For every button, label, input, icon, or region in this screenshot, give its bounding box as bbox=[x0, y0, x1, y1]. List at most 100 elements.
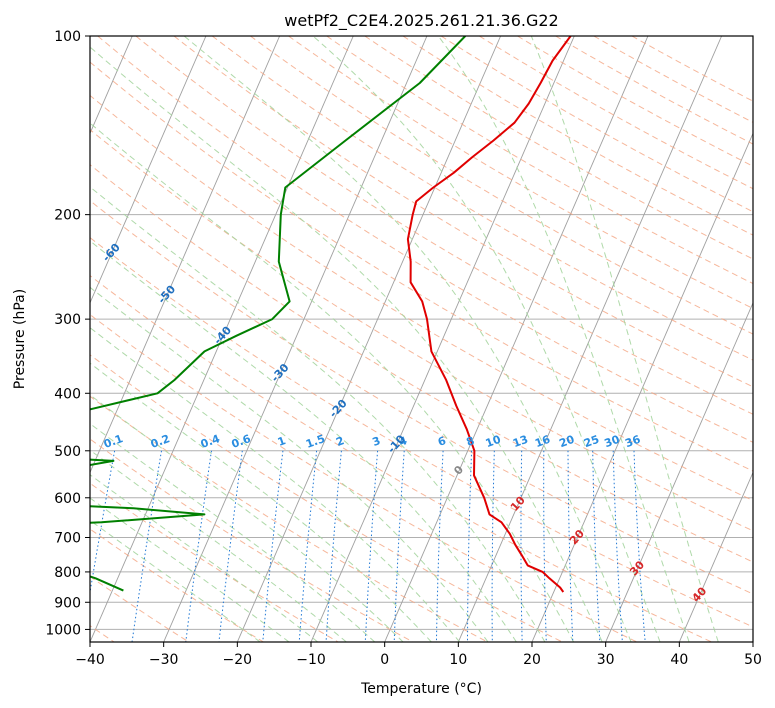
isotherm bbox=[90, 36, 207, 305]
mixing-ratio-label: 4 bbox=[397, 434, 409, 449]
mixing-ratio-label: 1 bbox=[276, 434, 288, 449]
moist-adiabat bbox=[90, 519, 261, 642]
dry-adiabat bbox=[90, 200, 753, 595]
mixing-ratio-line bbox=[435, 450, 444, 642]
x-tick-label: 30 bbox=[597, 652, 615, 668]
mixing-ratio-label: 0.1 bbox=[102, 432, 125, 451]
y-tick-label: 900 bbox=[54, 595, 81, 611]
x-axis-label: Temperature (°C) bbox=[360, 681, 482, 697]
y-tick-label: 800 bbox=[54, 565, 81, 581]
mixing-ratio-label: 10 bbox=[484, 433, 503, 451]
mixing-ratio-lines bbox=[90, 450, 646, 642]
pressure-gridlines bbox=[90, 36, 753, 630]
dry-adiabat bbox=[90, 528, 264, 642]
x-tick-label: −30 bbox=[149, 652, 179, 668]
moist-adiabat bbox=[90, 394, 404, 642]
moist-adiabat bbox=[90, 362, 432, 642]
mixing-ratio-label: 36 bbox=[623, 433, 642, 451]
mixing-ratio-line bbox=[567, 450, 574, 642]
isotherm bbox=[605, 301, 753, 642]
x-tick-label: 40 bbox=[670, 652, 688, 668]
plot-border bbox=[89, 35, 754, 643]
mixing-ratio-label: 13 bbox=[511, 433, 530, 450]
y-tick-label: 400 bbox=[54, 386, 81, 402]
dry-adiabats bbox=[90, 36, 753, 642]
x-tick-label: 50 bbox=[744, 652, 762, 668]
y-axis-label: Pressure (hPa) bbox=[12, 289, 28, 389]
x-tick-label: 20 bbox=[523, 652, 541, 668]
moist-adiabat bbox=[90, 240, 517, 642]
isotherm bbox=[384, 36, 649, 642]
chart-title: wetPf2_C2E4.2025.261.21.36.G22 bbox=[284, 11, 558, 31]
moist-adiabat bbox=[183, 36, 632, 642]
moist-adiabat bbox=[90, 327, 461, 642]
mixing-ratio-line bbox=[90, 450, 116, 596]
moist-adiabat bbox=[90, 286, 489, 642]
dry-adiabat bbox=[90, 129, 753, 532]
x-tick-label: −20 bbox=[223, 652, 253, 668]
y-tick-label: 500 bbox=[54, 444, 81, 460]
isotherm bbox=[90, 36, 281, 474]
y-tick-label: 200 bbox=[54, 208, 81, 224]
isotherms bbox=[0, 36, 753, 642]
isotherm-label: -80 bbox=[0, 153, 14, 177]
y-tick-label: 600 bbox=[54, 491, 81, 507]
mixing-ratio-line bbox=[325, 450, 342, 642]
mixing-ratio-label: 3 bbox=[371, 434, 383, 449]
isotherm bbox=[531, 132, 753, 642]
moist-adiabat bbox=[90, 122, 575, 642]
moist-adiabat bbox=[312, 36, 661, 642]
plot-background bbox=[90, 36, 753, 642]
mixing-ratio-label: 2 bbox=[334, 434, 346, 449]
mixing-ratio-label: 6 bbox=[436, 434, 448, 449]
moist-adiabat bbox=[90, 497, 290, 642]
isotherm bbox=[236, 36, 502, 642]
dry-adiabat bbox=[288, 36, 753, 310]
mixing-ratio-line bbox=[262, 450, 284, 642]
mixing-ratio-label: 0.4 bbox=[199, 432, 222, 451]
mixing-ratio-line bbox=[491, 450, 495, 642]
dry-adiabat bbox=[90, 164, 753, 563]
mixing-ratio-line bbox=[364, 450, 379, 642]
dry-adiabat bbox=[555, 36, 753, 145]
dry-adiabat bbox=[173, 36, 753, 388]
x-tick-label: −10 bbox=[296, 652, 326, 668]
dry-adiabat bbox=[90, 61, 753, 472]
y-tick-label: 300 bbox=[54, 312, 81, 328]
mixing-ratio-label: 20 bbox=[557, 433, 576, 451]
isotherm bbox=[678, 471, 753, 642]
dry-adiabat bbox=[402, 36, 753, 236]
mixing-ratio-label: 16 bbox=[533, 433, 552, 451]
mixing-ratio-label: 0.2 bbox=[149, 432, 172, 451]
isotherm bbox=[457, 36, 723, 642]
dewpoint-line bbox=[90, 36, 467, 592]
dry-adiabat bbox=[479, 36, 753, 190]
moist-adiabats bbox=[90, 36, 719, 642]
mixing-ratio-line bbox=[298, 450, 318, 642]
plot-frame bbox=[89, 35, 754, 643]
mixing-ratio-label: 0.6 bbox=[230, 432, 253, 451]
moist-adiabat bbox=[90, 46, 603, 642]
x-tick-label: 10 bbox=[449, 652, 467, 668]
dry-adiabat bbox=[90, 274, 712, 642]
mixing-ratio-line bbox=[467, 450, 473, 642]
isotherm bbox=[0, 36, 59, 642]
mixing-ratio-label: 30 bbox=[603, 433, 622, 451]
dry-adiabat bbox=[97, 36, 753, 443]
y-tick-label: 100 bbox=[54, 29, 81, 45]
mixing-ratio-line bbox=[520, 450, 523, 642]
profile-series bbox=[90, 36, 572, 593]
dry-adiabat bbox=[90, 482, 339, 642]
mixing-ratio-line bbox=[185, 450, 212, 642]
x-axis-ticks: −40 −30 −20 −10 0 10 20 30 40 50 bbox=[75, 642, 762, 668]
plot-area bbox=[90, 36, 753, 642]
isotherm bbox=[163, 36, 428, 642]
mixing-ratio-label: 25 bbox=[582, 433, 601, 450]
dry-adiabat bbox=[135, 36, 753, 415]
moist-adiabat bbox=[90, 474, 319, 642]
mixing-ratio-line bbox=[218, 450, 243, 642]
dry-adiabat bbox=[90, 236, 753, 628]
mixing-ratio-label: 1.5 bbox=[304, 432, 327, 451]
dry-adiabat bbox=[90, 313, 638, 642]
